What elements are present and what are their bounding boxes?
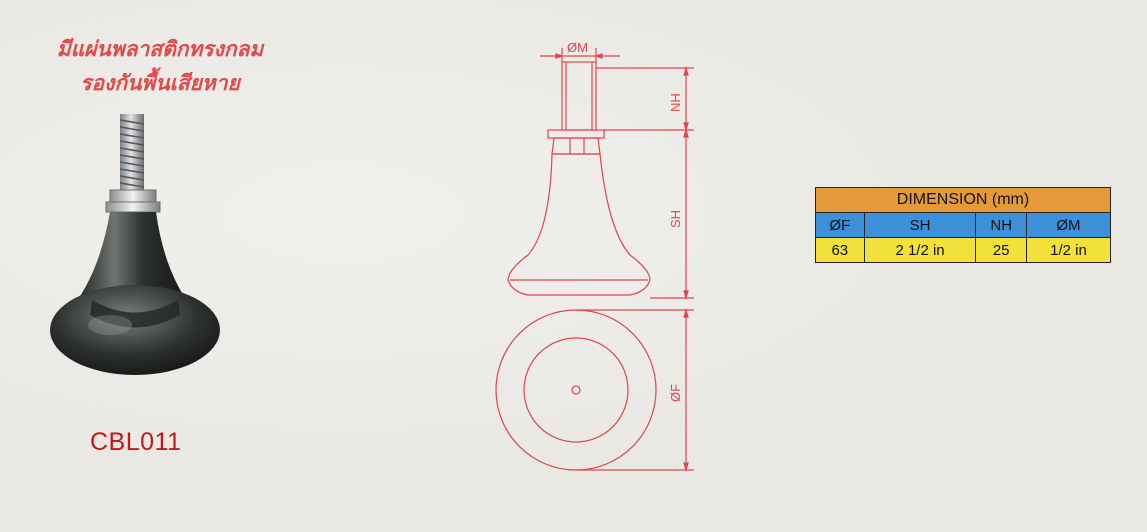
glider-body	[74, 212, 190, 305]
header-m: ØM	[1025, 212, 1112, 238]
value-sh: 2 1/2 in	[863, 237, 977, 263]
feature-note: มีแผ่นพลาสติกทรงกลม รองกันพื้นเสียหาย	[30, 32, 290, 100]
value-f: 63	[815, 237, 865, 263]
value-m: 1/2 in	[1025, 237, 1112, 263]
dimension-table-title: DIMENSION (mm)	[815, 187, 1111, 213]
stud-outline	[561, 61, 597, 131]
dimension-table-value-row: 63 2 1/2 in 25 1/2 in	[815, 237, 1112, 263]
body-outline	[507, 153, 651, 296]
hex-nut	[105, 189, 161, 213]
feature-note-line-1: มีแผ่นพลาสติกทรงกลม	[56, 37, 264, 61]
feature-note-line-2: รองกันพื้นเสียหาย	[80, 71, 240, 95]
bolt-thread	[119, 114, 145, 192]
f-label: ØF	[668, 384, 683, 402]
product-code: CBL011	[90, 428, 182, 456]
product-photo	[50, 114, 220, 375]
plan-view	[495, 309, 657, 471]
header-f: ØF	[815, 212, 865, 238]
sh-label: SH	[668, 210, 683, 228]
value-nh: 25	[975, 237, 1027, 263]
technical-drawing: ØM NH SH ØF	[495, 40, 694, 473]
dimension-table-header-row: ØF SH NH ØM	[815, 212, 1112, 238]
glider-neck	[90, 300, 180, 328]
m-label: ØM	[567, 40, 588, 55]
header-sh: SH	[863, 212, 977, 238]
f-dimension	[576, 307, 694, 473]
height-dimension	[596, 65, 694, 301]
header-nh: NH	[975, 212, 1027, 238]
nh-label: NH	[668, 93, 683, 112]
glider-base-disc	[50, 285, 220, 375]
dimension-table: DIMENSION (mm) ØF SH NH ØM 63 2 1/2 in 2…	[815, 187, 1112, 263]
m-dimension	[540, 48, 620, 62]
dimension-table-title-row: DIMENSION (mm)	[815, 187, 1111, 213]
nut-outline	[547, 129, 605, 155]
